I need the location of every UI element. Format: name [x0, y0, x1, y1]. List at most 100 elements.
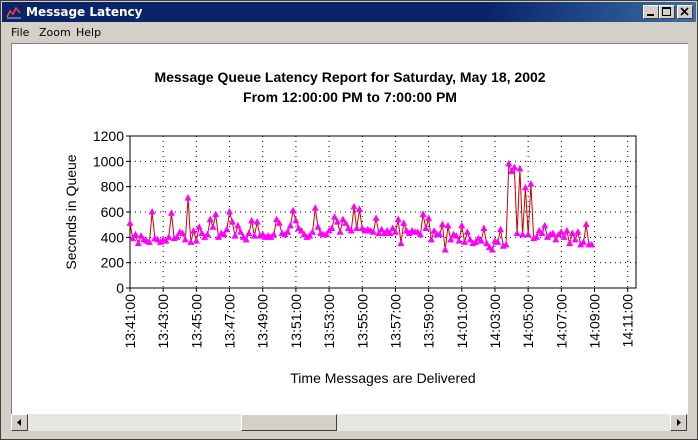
y-tick-label: 400: [101, 229, 125, 245]
minimize-button[interactable]: [643, 5, 659, 19]
data-point: [289, 206, 297, 214]
close-button[interactable]: [677, 5, 693, 19]
data-point: [137, 232, 145, 239]
data-point: [226, 208, 234, 215]
x-axis: 13:41:00 13:43:00 13:45:00 13:47:00 13:49:00…: [122, 288, 636, 349]
x-tick-label: 13:41:00: [122, 294, 138, 349]
data-point: [179, 229, 187, 237]
data-point: [342, 219, 350, 226]
data-point: [203, 230, 211, 238]
menu-bar: File Zoom Help: [2, 23, 696, 42]
data-point: [494, 238, 502, 245]
arrow-right-icon: [677, 419, 681, 426]
data-point: [452, 232, 460, 239]
data-point: [438, 220, 446, 228]
data-point: [242, 235, 250, 243]
y-tick-label: 1200: [93, 128, 124, 144]
data-point: [582, 220, 590, 228]
data-point: [306, 232, 314, 239]
data-point: [524, 230, 532, 238]
data-point: [458, 221, 466, 229]
x-tick-label: 14:07:00: [553, 294, 569, 349]
data-point: [250, 232, 258, 239]
data-point: [173, 233, 181, 240]
data-point: [134, 239, 142, 247]
data-point: [560, 233, 568, 240]
x-tick-label: 13:47:00: [222, 294, 238, 349]
data-point: [284, 228, 292, 235]
x-axis-label: Time Messages are Delivered: [290, 370, 475, 386]
data-point: [372, 214, 380, 221]
data-point: [389, 224, 397, 231]
data-point: [292, 216, 300, 224]
menu-zoom[interactable]: Zoom: [39, 26, 71, 39]
chart-app-icon: [6, 5, 22, 19]
maximize-button[interactable]: [659, 5, 675, 19]
data-point: [563, 227, 571, 234]
data-point: [386, 229, 394, 237]
maximize-icon: [662, 7, 671, 16]
data-point: [336, 228, 344, 235]
data-point: [209, 223, 217, 230]
menu-help[interactable]: Help: [76, 26, 102, 39]
horizontal-scrollbar[interactable]: [11, 414, 687, 431]
data-point: [145, 238, 153, 245]
data-point: [253, 218, 261, 225]
data-point: [223, 225, 231, 233]
y-tick-label: 600: [101, 204, 125, 220]
data-point: [519, 230, 527, 238]
data-point: [311, 204, 319, 211]
data-point: [461, 238, 469, 245]
x-tick-label: 13:45:00: [188, 294, 204, 349]
data-point: [331, 213, 339, 220]
data-point: [532, 233, 540, 240]
scroll-left-button[interactable]: [11, 414, 28, 431]
data-point: [212, 210, 220, 218]
data-point: [187, 238, 195, 245]
data-point: [394, 215, 402, 223]
data-point: [214, 233, 222, 240]
y-tick-label: 200: [101, 255, 125, 271]
data-point: [237, 228, 245, 235]
data-point: [508, 167, 516, 174]
data-point: [391, 228, 399, 235]
data-point: [328, 224, 336, 231]
data-point: [228, 218, 236, 225]
scroll-right-button[interactable]: [670, 414, 687, 431]
data-point: [333, 218, 341, 225]
arrow-left-icon: [17, 419, 21, 426]
data-point: [245, 229, 253, 237]
close-icon: [680, 7, 689, 16]
data-point: [444, 221, 452, 229]
x-tick-label: 13:43:00: [155, 294, 171, 349]
data-point: [397, 239, 405, 247]
data-point: [206, 215, 214, 223]
scrollbar-thumb[interactable]: [241, 414, 337, 431]
data-point: [505, 159, 513, 167]
menu-file[interactable]: File: [11, 26, 30, 39]
data-point: [552, 235, 560, 243]
data-point: [322, 230, 330, 238]
data-point: [350, 202, 358, 210]
x-tick-label: 13:59:00: [421, 294, 437, 349]
data-point: [541, 221, 549, 229]
y-axis-label: Seconds in Queue: [63, 154, 79, 269]
data-point: [549, 229, 557, 237]
data-point: [427, 235, 435, 243]
data-point: [538, 229, 546, 237]
title-bar[interactable]: Message Latency: [2, 2, 696, 22]
y-tick-label: 800: [101, 179, 125, 195]
window-title: Message Latency: [26, 5, 143, 19]
data-point: [275, 219, 283, 226]
data-point: [425, 214, 433, 221]
data-point: [488, 246, 496, 253]
x-tick-label: 14:01:00: [454, 294, 470, 349]
data-point: [566, 239, 574, 247]
y-tick-label: 1000: [93, 153, 124, 169]
data-point: [126, 219, 134, 226]
data-point: [195, 223, 203, 230]
data-point: [430, 227, 438, 234]
data-point: [353, 224, 361, 231]
data-point: [588, 240, 596, 248]
